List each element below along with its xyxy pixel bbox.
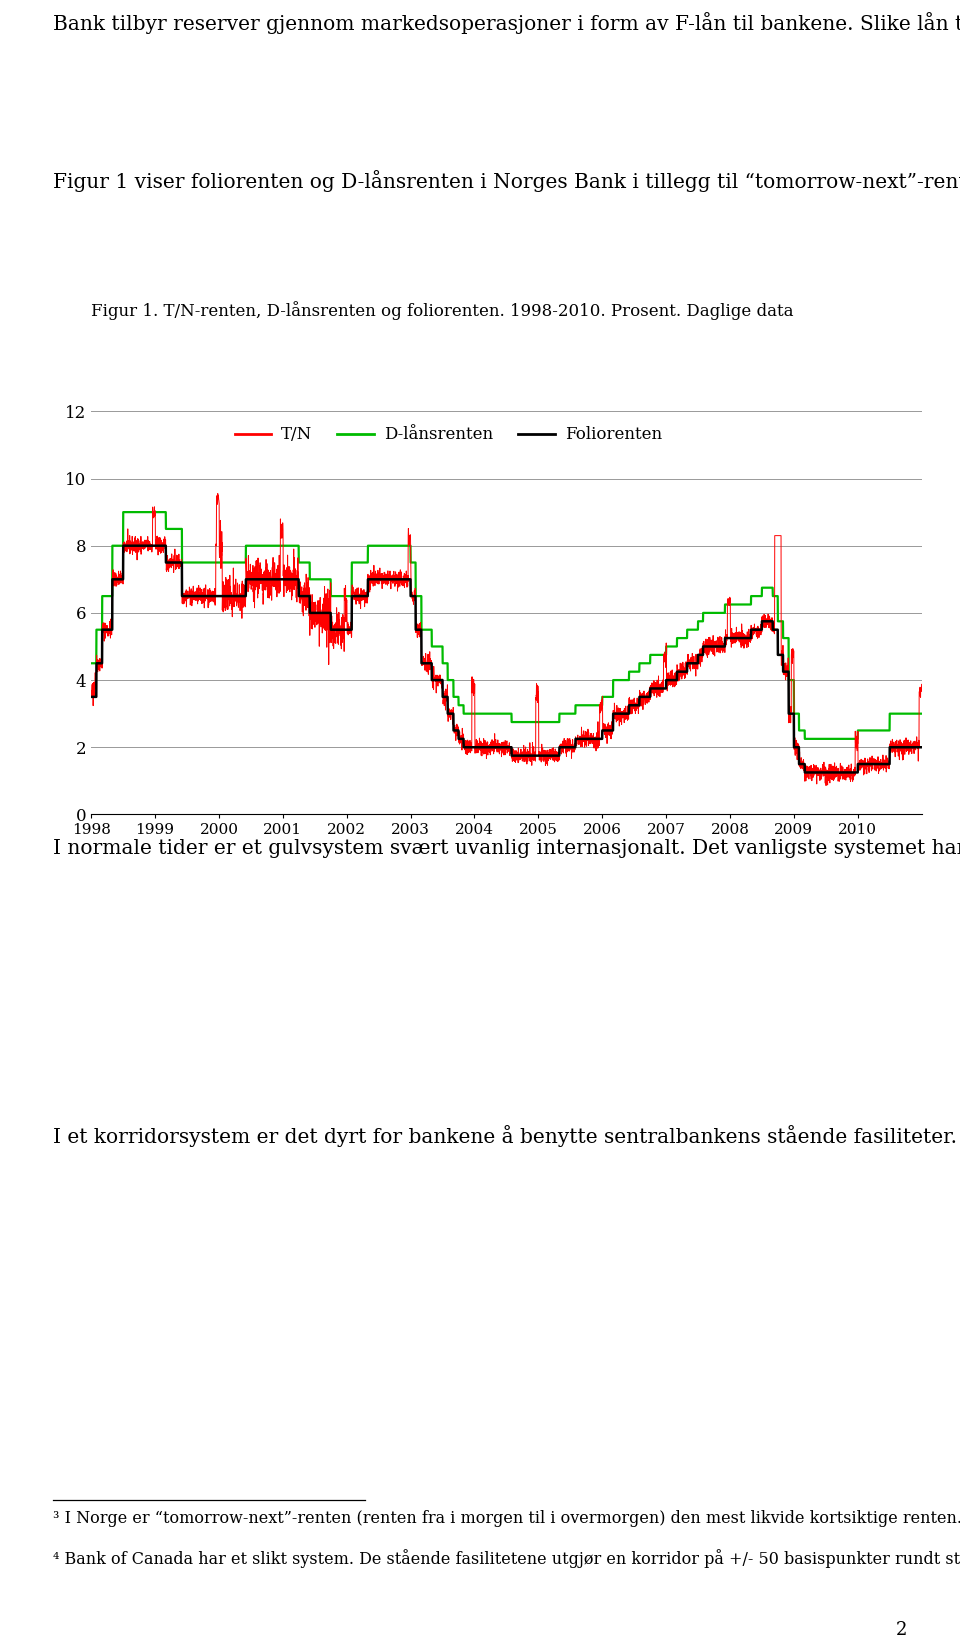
Text: I normale tider er et gulvsystem svært uvanlig internasjonalt. Det vanligste sys: I normale tider er et gulvsystem svært u… [53, 836, 960, 857]
Text: ³ I Norge er “tomorrow-next”-renten (renten fra i morgen til i overmorgen) den m: ³ I Norge er “tomorrow-next”-renten (ren… [53, 1510, 960, 1526]
Text: Figur 1 viser foliorenten og D-lånsrenten i Norges Bank i tillegg til “tomorrow-: Figur 1 viser foliorenten og D-lånsrente… [53, 170, 960, 192]
Legend: T/N, D-lånsrenten, Foliorenten: T/N, D-lånsrenten, Foliorenten [228, 420, 669, 449]
Text: Bank tilbyr reserver gjennom markedsoperasjoner i form av F-lån til bankene. Sli: Bank tilbyr reserver gjennom markedsoper… [53, 12, 960, 33]
Text: ⁴ Bank of Canada har et slikt system. De stående fasilitetene utgjør en korridor: ⁴ Bank of Canada har et slikt system. De… [53, 1550, 960, 1568]
Text: 2: 2 [896, 1621, 907, 1639]
Text: I et korridorsystem er det dyrt for bankene å benytte sentralbankens stående fas: I et korridorsystem er det dyrt for bank… [53, 1125, 960, 1146]
Text: Figur 1. T/N-renten, D-lånsrenten og foliorenten. 1998-2010. Prosent. Daglige da: Figur 1. T/N-renten, D-lånsrenten og fol… [91, 302, 794, 320]
